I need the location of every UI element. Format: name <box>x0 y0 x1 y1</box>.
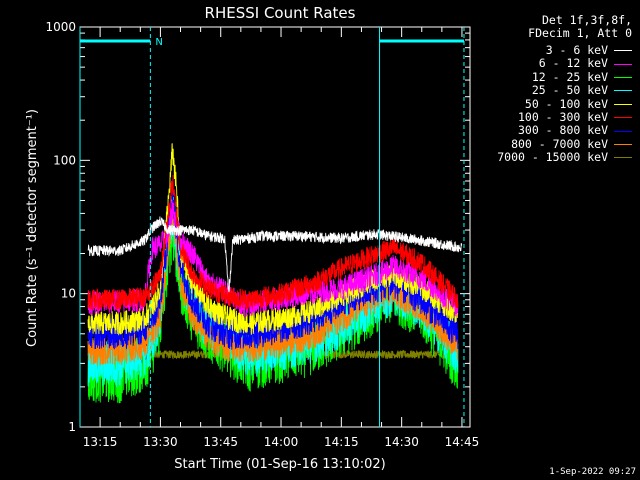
legend-item-swatch <box>614 50 632 52</box>
legend-item-label: 7000 - 15000 keV <box>497 150 608 165</box>
legend-item-label: 100 - 300 keV <box>517 110 608 124</box>
legend-item-label: 300 - 800 keV <box>517 123 608 138</box>
x-tick-label: 14:30 <box>384 435 419 449</box>
legend-item: 7000 - 15000 keV <box>497 150 632 165</box>
legend-item-swatch <box>614 103 632 105</box>
legend-header-line-2: FDecim 1, Att 0 <box>528 26 632 41</box>
series-line-0 <box>87 216 463 293</box>
legend-item-label: 12 - 25 keV <box>531 69 608 84</box>
x-tick-label: 13:15 <box>83 435 118 449</box>
timestamp-stamp: 1-Sep-2022 09:27 <box>549 467 636 477</box>
x-tick-label: 13:30 <box>143 435 178 449</box>
legend-item-swatch <box>614 144 632 145</box>
x-tick-label: 14:00 <box>264 435 299 449</box>
legend-item-swatch <box>614 130 632 132</box>
legend-item-swatch <box>614 63 632 65</box>
y-tick-label: 1 <box>68 420 76 434</box>
legend-item-swatch <box>614 117 632 119</box>
legend-item-swatch <box>614 157 632 159</box>
night-label: N <box>155 37 162 48</box>
y-tick-label: 10 <box>61 287 76 301</box>
series-line-7 <box>87 200 459 366</box>
legend-item: 800 - 7000 keV <box>511 136 632 151</box>
y-axis-label: Count Rate (s⁻¹ detector segment⁻¹) <box>25 109 40 347</box>
legend-item-label: 50 - 100 keV <box>524 96 608 111</box>
legend-item-swatch <box>614 77 632 78</box>
legend-header: Det 1f,3f,8f, FDecim 1, Att 0 <box>528 13 632 41</box>
legend-item: 100 - 300 keV <box>517 110 632 124</box>
x-axis-label: Start Time (01-Sep-16 13:10:02) <box>174 457 385 472</box>
x-tick-label: 14:15 <box>324 435 359 449</box>
legend-item: 6 - 12 keV <box>538 56 632 71</box>
legend-item: 3 - 6 keV <box>545 43 632 57</box>
y-tick-label: 1000 <box>45 20 76 34</box>
x-tick-label: 13:45 <box>203 435 238 449</box>
legend-item-label: 800 - 7000 keV <box>511 136 608 151</box>
legend-item-swatch <box>614 90 632 92</box>
legend-item: 25 - 50 keV <box>531 83 632 98</box>
legend-item-label: 25 - 50 keV <box>531 83 608 98</box>
legend-item: 300 - 800 keV <box>517 123 632 138</box>
x-tick-label: 14:45 <box>445 435 480 449</box>
legend-item-label: 3 - 6 keV <box>545 43 608 57</box>
y-tick-label: 100 <box>53 153 76 167</box>
legend-item-label: 6 - 12 keV <box>538 56 608 71</box>
series-line-5 <box>87 174 459 311</box>
legend-header-line-1: Det 1f,3f,8f, <box>541 13 632 27</box>
legend-item: 50 - 100 keV <box>524 96 632 111</box>
chart-title: RHESSI Count Rates <box>205 4 356 22</box>
legend-item: 12 - 25 keV <box>531 69 632 84</box>
